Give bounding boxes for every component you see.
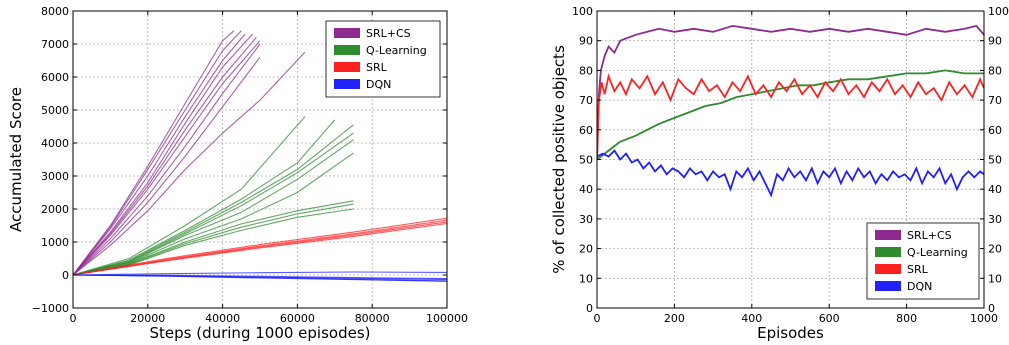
x-tick-label: 600	[819, 312, 840, 325]
legend-label-q-learning: Q-Learning	[907, 246, 968, 259]
series-line-srl-cs	[597, 24, 984, 160]
series-line-q-learning	[597, 69, 984, 161]
x-tick-label: 1000	[970, 312, 998, 325]
x-tick-label: 0	[594, 312, 601, 325]
legend-label-dqn: DQN	[366, 78, 391, 91]
legend-swatch-q-learning	[334, 45, 360, 55]
y-tick-label: 10	[579, 272, 593, 285]
x-tick-label: 80000	[355, 312, 390, 325]
y-tick-label-right: 30	[988, 213, 1002, 226]
y-tick-label: 70	[579, 94, 593, 107]
y-tick-label: 100	[572, 5, 593, 18]
series-line-srl-cs-run-7	[73, 43, 261, 276]
series-line-srl-cs-run-3	[73, 33, 246, 276]
x-tick-label: 200	[664, 312, 685, 325]
series-line-srl-cs-run-9	[73, 51, 306, 276]
series-line-srl	[597, 73, 984, 160]
y-tick-label: 50	[579, 154, 593, 167]
y-tick-label: 6000	[41, 71, 69, 84]
y-tick-label: 0	[586, 302, 593, 315]
grid	[597, 11, 984, 308]
legend-label-srl: SRL	[366, 61, 388, 74]
series-line-q-learning-run-2	[73, 119, 336, 276]
legend-label-q-learning: Q-Learning	[366, 44, 427, 57]
y-tick-label: 7000	[41, 38, 69, 51]
series-line-dqn	[597, 149, 984, 198]
legend-swatch-srl-cs	[334, 28, 360, 38]
y-tick-label: 60	[579, 124, 593, 137]
y-axis-label: Accumulated Score	[7, 87, 25, 232]
legend-label-srl: SRL	[907, 263, 929, 276]
x-tick-label: 60000	[280, 312, 315, 325]
series-line-dqn-run-4	[73, 274, 447, 282]
y-tick-label: 3000	[41, 170, 69, 183]
legend-label-srl-cs: SRL+CS	[366, 27, 411, 40]
legend: SRL+CS Q-Learning SRL DQN	[325, 20, 441, 98]
series-line-srl-run-1	[73, 217, 447, 276]
y-tick-label: 8000	[41, 5, 69, 18]
y-tick-label-right: 100	[988, 5, 1009, 18]
x-tick-label: 400	[741, 312, 762, 325]
y-tick-label-right: 90	[988, 35, 1002, 48]
series-line-srl-cs-run-6	[73, 40, 261, 276]
legend-label-dqn: DQN	[907, 280, 932, 293]
y-tick-label: −1000	[32, 302, 69, 315]
y-tick-label: 40	[579, 183, 593, 196]
axes-frame	[72, 10, 448, 309]
series-line-dqn-run-3	[73, 274, 447, 280]
y-tick-label-right: 70	[988, 94, 1002, 107]
chart-accumulated-score: 0 20000 40000 60000 80000 100000−100001000200…	[7, 5, 468, 342]
x-tick-label: 20000	[130, 312, 165, 325]
y-tick-label: 1000	[41, 236, 69, 249]
y-tick-label: 4000	[41, 137, 69, 150]
legend-swatch-srl	[875, 264, 901, 274]
legend-swatch-srl	[334, 62, 360, 72]
series-line-q-learning-run-6	[73, 152, 354, 276]
y-tick-label-right: 0	[988, 302, 995, 315]
series-line-srl-cs-run-4	[73, 33, 253, 276]
y-tick-label-right: 80	[988, 64, 1002, 77]
x-tick-label: 100000	[426, 312, 468, 325]
series-line-q-learning-run-1	[73, 116, 306, 276]
series-line-srl-cs-run-8	[73, 56, 261, 276]
series-line-q-learning-run-4	[73, 132, 354, 276]
series-line-q-learning-run-3	[73, 124, 354, 276]
x-tick-label: 40000	[205, 312, 240, 325]
series-line-srl-run-4	[73, 222, 447, 276]
y-tick-label-right: 10	[988, 272, 1002, 285]
y-tick-label: 20	[579, 243, 593, 256]
chart-collected-positive-objects: 0 200 400 600 800 100001020304050607080901000…	[550, 5, 1009, 342]
y-tick-label: 2000	[41, 203, 69, 216]
y-tick-label: 30	[579, 213, 593, 226]
x-tick-label: 800	[896, 312, 917, 325]
plot-area	[73, 30, 447, 282]
legend-swatch-q-learning	[875, 247, 901, 257]
y-axis-label: % of collected positive objects	[550, 45, 568, 274]
legend-swatch-srl-cs	[875, 230, 901, 240]
y-tick-label: 90	[579, 35, 593, 48]
y-tick-label-right: 20	[988, 243, 1002, 256]
legend-swatch-dqn	[875, 281, 901, 291]
series-line-srl-cs-run-1	[73, 30, 235, 276]
legend: SRL+CS Q-Learning SRL DQN	[866, 222, 980, 300]
x-axis-label: Episodes	[757, 324, 824, 342]
y-tick-label-right: 40	[988, 183, 1002, 196]
series-line-q-learning-run-8	[73, 203, 354, 276]
y-tick-label-right: 60	[988, 124, 1002, 137]
y-tick-label: 80	[579, 64, 593, 77]
series-line-srl-cs-run-5	[73, 37, 257, 276]
x-tick-label: 0	[70, 312, 77, 325]
y-tick-label-right: 50	[988, 154, 1002, 167]
plot-area	[597, 24, 984, 198]
series-line-srl-cs-run-2	[73, 30, 242, 276]
y-tick-label: 5000	[41, 104, 69, 117]
series-line-dqn-run-5	[73, 271, 447, 276]
legend-label-srl-cs: SRL+CS	[907, 229, 952, 242]
y-tick-label: 0	[62, 269, 69, 282]
legend-swatch-dqn	[334, 79, 360, 89]
x-axis-label: Steps (during 1000 episodes)	[149, 324, 370, 342]
